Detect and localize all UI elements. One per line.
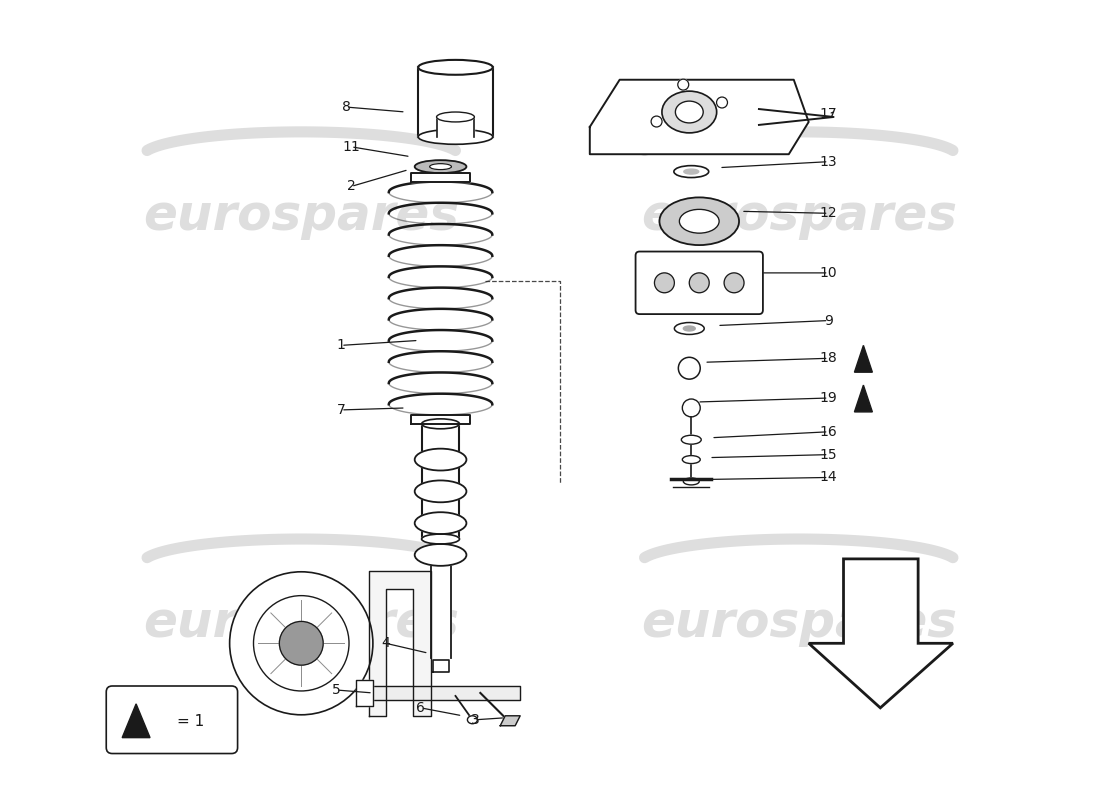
Text: 19: 19 — [820, 391, 837, 405]
Ellipse shape — [437, 112, 474, 122]
Polygon shape — [855, 385, 872, 412]
Text: 14: 14 — [820, 470, 837, 485]
Polygon shape — [122, 704, 150, 738]
Circle shape — [724, 273, 744, 293]
Polygon shape — [361, 686, 520, 700]
Ellipse shape — [682, 456, 701, 463]
Text: 13: 13 — [820, 154, 837, 169]
Text: 9: 9 — [824, 314, 833, 327]
Polygon shape — [368, 571, 430, 716]
Ellipse shape — [662, 91, 717, 133]
Ellipse shape — [680, 210, 719, 233]
Ellipse shape — [415, 481, 466, 502]
Polygon shape — [500, 716, 520, 726]
Ellipse shape — [421, 419, 460, 429]
Ellipse shape — [415, 449, 466, 470]
Text: 5: 5 — [332, 683, 341, 697]
Ellipse shape — [675, 101, 703, 123]
Ellipse shape — [415, 160, 466, 173]
Text: 8: 8 — [342, 100, 351, 114]
Circle shape — [654, 273, 674, 293]
Text: 4: 4 — [382, 636, 390, 650]
Ellipse shape — [674, 166, 708, 178]
Polygon shape — [855, 346, 872, 372]
Ellipse shape — [683, 326, 695, 331]
Text: 16: 16 — [820, 425, 837, 438]
Ellipse shape — [683, 478, 700, 485]
Text: 11: 11 — [342, 140, 360, 154]
Text: 6: 6 — [416, 701, 425, 715]
Text: 12: 12 — [820, 206, 837, 220]
Polygon shape — [432, 660, 449, 672]
Circle shape — [716, 97, 727, 108]
Ellipse shape — [430, 164, 451, 170]
Polygon shape — [430, 566, 451, 658]
Ellipse shape — [684, 169, 699, 174]
Polygon shape — [418, 67, 493, 137]
Circle shape — [682, 399, 701, 417]
Circle shape — [679, 358, 701, 379]
Ellipse shape — [415, 544, 466, 566]
Polygon shape — [410, 173, 471, 182]
Text: 7: 7 — [337, 403, 345, 417]
Polygon shape — [410, 415, 471, 424]
Text: 18: 18 — [820, 351, 837, 366]
Text: = 1: = 1 — [177, 714, 205, 730]
Polygon shape — [421, 424, 460, 539]
Text: 15: 15 — [820, 448, 837, 462]
Text: 1: 1 — [337, 338, 345, 352]
Circle shape — [230, 572, 373, 714]
Ellipse shape — [415, 512, 466, 534]
Circle shape — [279, 622, 323, 665]
Text: eurospares: eurospares — [143, 599, 460, 647]
Text: 17: 17 — [820, 107, 837, 121]
FancyBboxPatch shape — [636, 251, 763, 314]
Ellipse shape — [418, 130, 493, 144]
Text: eurospares: eurospares — [143, 192, 460, 240]
Polygon shape — [356, 680, 373, 706]
Polygon shape — [808, 559, 953, 708]
Polygon shape — [759, 109, 834, 125]
Ellipse shape — [674, 322, 704, 334]
Ellipse shape — [468, 716, 477, 724]
Ellipse shape — [659, 198, 739, 245]
Polygon shape — [590, 80, 808, 154]
Text: 10: 10 — [820, 266, 837, 280]
Ellipse shape — [681, 435, 701, 444]
Circle shape — [690, 273, 710, 293]
Text: eurospares: eurospares — [640, 599, 957, 647]
FancyBboxPatch shape — [107, 686, 238, 754]
Ellipse shape — [421, 534, 460, 544]
Text: 3: 3 — [471, 713, 480, 726]
Circle shape — [678, 79, 689, 90]
Text: 2: 2 — [346, 179, 355, 194]
Ellipse shape — [418, 60, 493, 74]
Circle shape — [651, 116, 662, 127]
Text: eurospares: eurospares — [640, 192, 957, 240]
Polygon shape — [437, 117, 474, 137]
Circle shape — [253, 596, 349, 691]
